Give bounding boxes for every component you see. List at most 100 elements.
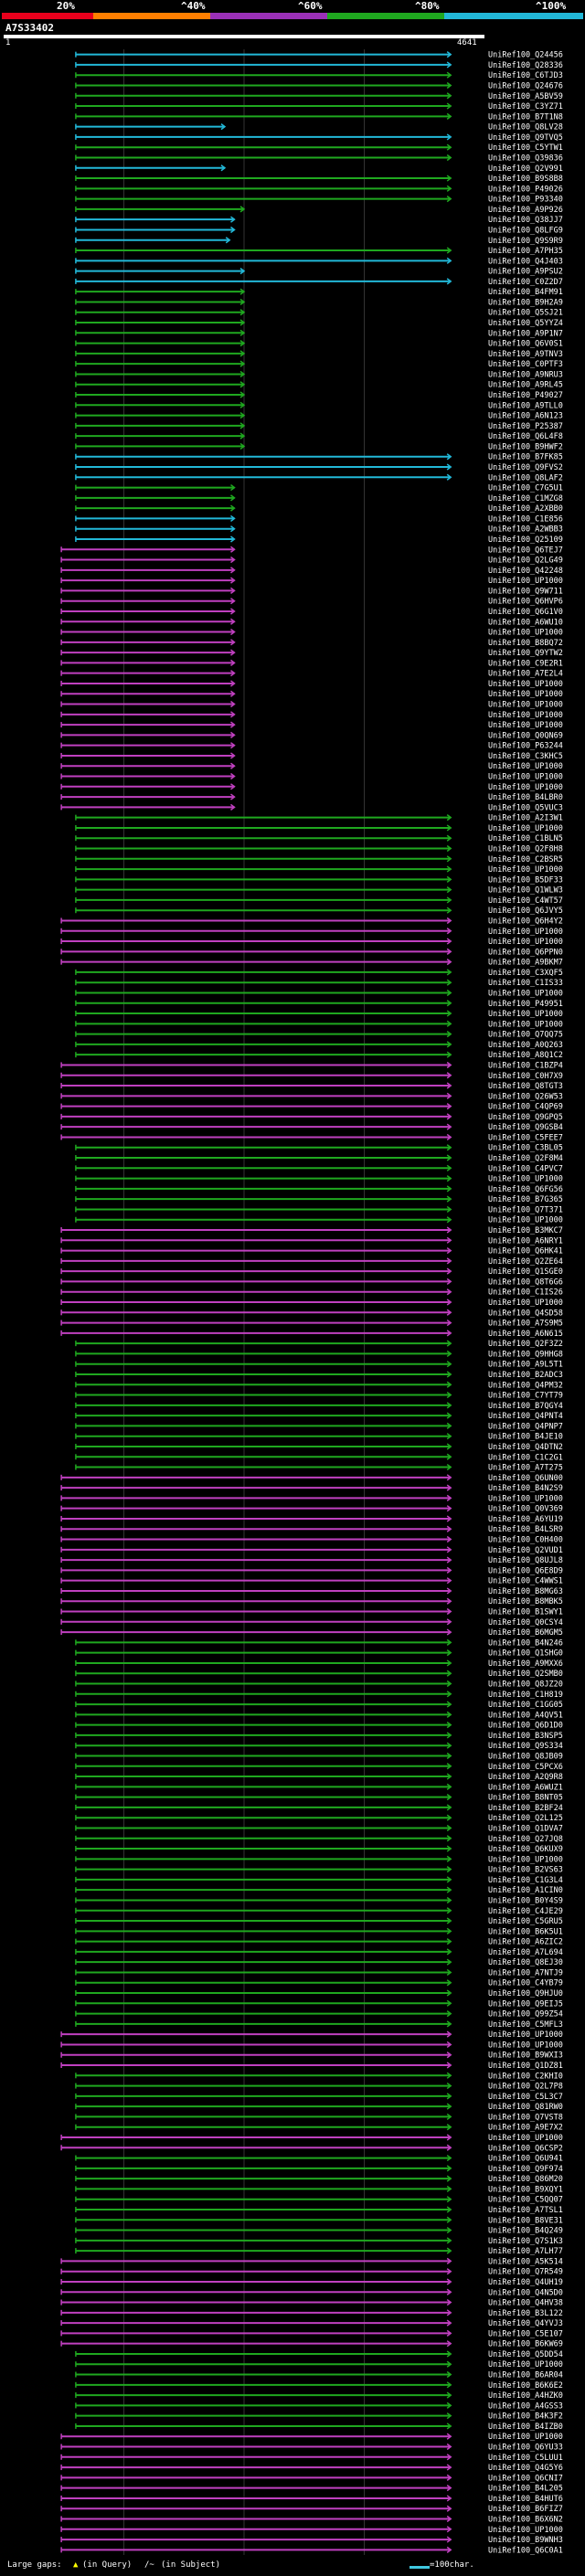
hit-row[interactable]: UniRef100_B9S8B8 [75, 175, 563, 184]
hit-label[interactable]: UniRef100_Q7VST8 [488, 2113, 563, 2122]
hit-label[interactable]: UniRef100_C1IS26 [488, 1288, 563, 1298]
hit-row[interactable]: UniRef100_Q9HHG8 [75, 1350, 563, 1359]
hit-row[interactable]: UniRef100_B4JE10 [75, 1433, 563, 1442]
hit-label[interactable]: UniRef100_P49026 [488, 185, 563, 194]
hit-row[interactable]: UniRef100_Q25109 [75, 535, 563, 545]
hit-row[interactable]: UniRef100_C4YB79 [75, 1979, 563, 1988]
hit-row[interactable]: UniRef100_A6N123 [75, 412, 563, 421]
hit-label[interactable]: UniRef100_Q7T371 [488, 1205, 563, 1214]
hit-row[interactable]: UniRef100_Q4PNT4 [75, 1412, 563, 1421]
hit-row[interactable]: UniRef100_A9RL45 [75, 381, 563, 390]
hit-label[interactable]: UniRef100_Q8TGT3 [488, 1082, 563, 1091]
hit-label[interactable]: UniRef100_C4WT57 [488, 896, 563, 906]
hit-label[interactable]: UniRef100_A9TNV3 [488, 350, 563, 359]
hit-row[interactable]: UniRef100_C5E107 [60, 2329, 563, 2338]
hit-row[interactable]: UniRef100_Q6JVY5 [75, 906, 563, 916]
hit-label[interactable]: UniRef100_C1MZG8 [488, 494, 563, 504]
hit-label[interactable]: UniRef100_C3YZ71 [488, 102, 563, 111]
hit-label[interactable]: UniRef100_Q8LFG9 [488, 226, 563, 235]
hit-label[interactable]: UniRef100_C0H400 [488, 1536, 563, 1545]
hit-row[interactable]: UniRef100_B4L205 [60, 2485, 563, 2494]
hit-row[interactable]: UniRef100_A9MXX6 [75, 1659, 563, 1669]
hit-label[interactable]: UniRef100_C1G3L4 [488, 1876, 563, 1885]
hit-row[interactable]: UniRef100_Q26W53 [60, 1092, 563, 1101]
hit-row[interactable]: UniRef100_C4PVC7 [75, 1164, 563, 1173]
hit-row[interactable]: UniRef100_B0Y4S9 [75, 1896, 563, 1905]
hit-label[interactable]: UniRef100_C4WWS1 [488, 1577, 563, 1586]
hit-label[interactable]: UniRef100_C7G5U1 [488, 484, 563, 493]
hit-label[interactable]: UniRef100_C1E856 [488, 514, 563, 524]
hit-row[interactable]: UniRef100_Q6KUX9 [75, 1845, 563, 1854]
hit-label[interactable]: UniRef100_Q86M20 [488, 2175, 563, 2184]
hit-row[interactable]: UniRef100_Q2SMB0 [75, 1670, 563, 1679]
hit-label[interactable]: UniRef100_Q4N5D0 [488, 2288, 563, 2297]
hit-row[interactable]: UniRef100_UP1000 [60, 2526, 563, 2535]
hit-row[interactable]: UniRef100_P63244 [60, 742, 563, 751]
hit-row[interactable]: UniRef100_Q1WLW3 [75, 886, 563, 896]
hit-label[interactable]: UniRef100_Q1SHG0 [488, 1649, 563, 1659]
hit-label[interactable]: UniRef100_UP1000 [488, 2526, 563, 2535]
hit-label[interactable]: UniRef100_B8MG63 [488, 1587, 563, 1596]
hit-row[interactable]: UniRef100_Q4UH19 [60, 2278, 563, 2287]
hit-label[interactable]: UniRef100_UP1000 [488, 690, 563, 699]
hit-label[interactable]: UniRef100_UP1000 [488, 938, 563, 947]
hit-row[interactable]: UniRef100_Q9HJU0 [75, 1989, 563, 1998]
hit-label[interactable]: UniRef100_B2ADC3 [488, 1371, 563, 1380]
hit-row[interactable]: UniRef100_C0PTF3 [75, 360, 563, 369]
hit-label[interactable]: UniRef100_C1H819 [488, 1691, 563, 1700]
hit-row[interactable]: UniRef100_Q4PNP7 [75, 1422, 563, 1431]
hit-label[interactable]: UniRef100_B9XQY1 [488, 2185, 563, 2194]
hit-row[interactable]: UniRef100_Q2VUD1 [60, 1546, 563, 1555]
hit-label[interactable]: UniRef100_Q25109 [488, 535, 563, 545]
hit-row[interactable]: UniRef100_Q9YTW2 [60, 649, 563, 658]
hit-row[interactable]: UniRef100_C1IS33 [75, 979, 563, 988]
hit-label[interactable]: UniRef100_Q6U941 [488, 2155, 563, 2164]
hit-row[interactable]: UniRef100_UP1000 [75, 2360, 563, 2369]
hit-label[interactable]: UniRef100_Q6UN00 [488, 1474, 563, 1483]
hit-row[interactable]: UniRef100_Q9S334 [75, 1742, 563, 1751]
hit-row[interactable]: UniRef100_B8MG63 [60, 1587, 563, 1596]
hit-label[interactable]: UniRef100_UP1000 [488, 1010, 563, 1019]
hit-row[interactable]: UniRef100_Q5SJ21 [75, 309, 563, 318]
hit-label[interactable]: UniRef100_A7E2L4 [488, 670, 563, 679]
hit-row[interactable]: UniRef100_A1CIN0 [75, 1886, 563, 1895]
hit-label[interactable]: UniRef100_C5GRU5 [488, 1917, 563, 1926]
hit-row[interactable]: UniRef100_A7TSL1 [75, 2206, 563, 2215]
hit-row[interactable]: UniRef100_Q5YYZ4 [75, 319, 563, 328]
hit-row[interactable]: UniRef100_Q2LG49 [60, 557, 563, 566]
hit-label[interactable]: UniRef100_UP1000 [488, 629, 563, 638]
hit-label[interactable]: UniRef100_Q9EIJ5 [488, 1999, 563, 2009]
hit-row[interactable]: UniRef100_Q9GSB4 [60, 1123, 563, 1132]
hit-label[interactable]: UniRef100_B8VE31 [488, 2216, 563, 2225]
hit-label[interactable]: UniRef100_C9E2R1 [488, 659, 563, 668]
hit-label[interactable]: UniRef100_A2WBB3 [488, 525, 563, 535]
hit-label[interactable]: UniRef100_B1SWY1 [488, 1608, 563, 1617]
hit-label[interactable]: UniRef100_Q8LAF2 [488, 473, 563, 482]
hit-label[interactable]: UniRef100_C7YT79 [488, 1392, 563, 1401]
hit-row[interactable]: UniRef100_UP1000 [75, 1020, 563, 1029]
hit-row[interactable]: UniRef100_Q4SD58 [60, 1309, 563, 1318]
hit-label[interactable]: UniRef100_Q6FG56 [488, 1185, 563, 1194]
hit-row[interactable]: UniRef100_C3YZ71 [75, 102, 563, 111]
hit-row[interactable]: UniRef100_Q7VST8 [75, 2113, 563, 2122]
hit-label[interactable]: UniRef100_C5LUU1 [488, 2454, 563, 2463]
hit-label[interactable]: UniRef100_B6MGM5 [488, 1628, 563, 1638]
hit-row[interactable]: UniRef100_A2I3W1 [75, 814, 563, 823]
hit-row[interactable]: UniRef100_Q6UN00 [60, 1474, 563, 1483]
hit-row[interactable]: UniRef100_Q2F3Z2 [75, 1340, 563, 1349]
hit-row[interactable]: UniRef100_UP1000 [60, 680, 563, 689]
hit-label[interactable]: UniRef100_C1GG05 [488, 1701, 563, 1710]
hit-label[interactable]: UniRef100_Q0QN69 [488, 731, 563, 740]
hit-label[interactable]: UniRef100_Q24676 [488, 81, 563, 90]
hit-label[interactable]: UniRef100_A9P1N7 [488, 329, 563, 338]
hit-row[interactable]: UniRef100_UP1000 [60, 2433, 563, 2442]
hit-label[interactable]: UniRef100_C4QP69 [488, 1103, 563, 1112]
hit-row[interactable]: UniRef100_C1E856 [75, 514, 563, 524]
hit-row[interactable]: UniRef100_Q8JB09 [75, 1752, 563, 1761]
hit-row[interactable]: UniRef100_Q6H4Y2 [60, 917, 563, 926]
hit-label[interactable]: UniRef100_UP1000 [488, 711, 563, 720]
hit-label[interactable]: UniRef100_Q9F974 [488, 2165, 563, 2174]
hit-row[interactable]: UniRef100_Q9TVQ5 [75, 133, 563, 143]
hit-label[interactable]: UniRef100_B4LSR9 [488, 1525, 563, 1534]
hit-label[interactable]: UniRef100_B6KW69 [488, 2340, 563, 2349]
